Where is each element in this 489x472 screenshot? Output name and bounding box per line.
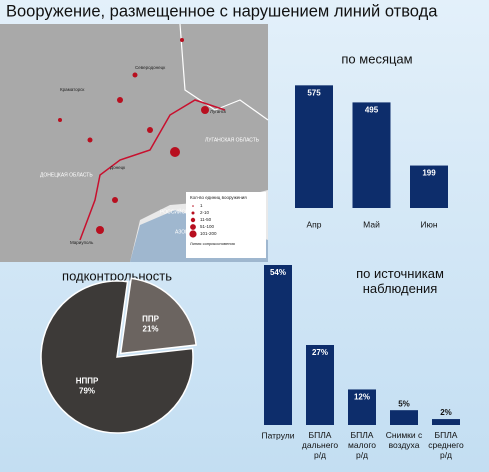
legend-dot <box>190 224 196 230</box>
dot <box>170 147 180 157</box>
legend-dot <box>191 211 195 215</box>
region-label: РОССИЙСКАЯ ФЕДЕРАЦИЯ <box>160 207 228 215</box>
value-label: 54% <box>270 268 286 277</box>
dot <box>58 118 62 122</box>
value-label: 199 <box>422 169 436 178</box>
slice-value: 79% <box>79 386 95 395</box>
dot <box>112 197 118 203</box>
bar <box>264 265 292 425</box>
map <box>0 23 269 262</box>
bar <box>432 419 460 425</box>
x-tick-label: БПЛА дальнего р/д <box>302 430 338 460</box>
region-label: ЛУГАНСКАЯ ОБЛАСТЬ <box>205 137 260 143</box>
x-tick-label: Снимки с воздуха <box>386 430 423 450</box>
bar <box>390 410 418 425</box>
bar <box>348 389 376 425</box>
legend-title: Кол-во единиц вооружения <box>190 195 247 200</box>
legend-line: Линия соприкосновения <box>190 241 235 246</box>
dot <box>147 127 153 133</box>
dot <box>96 226 104 234</box>
bar <box>295 85 333 208</box>
x-tick-label: БПЛА среднего р/д <box>428 430 464 460</box>
legend-dot <box>189 230 197 238</box>
legend-item: 1 <box>200 203 203 208</box>
chart-title: подконтрольность <box>62 268 172 283</box>
pie-slice <box>40 280 194 434</box>
city-label: Краматорск <box>60 87 84 92</box>
chart-title: по источникам наблюдения <box>356 266 444 296</box>
dot <box>117 97 123 103</box>
legend-item: 51-100 <box>200 224 215 229</box>
region-label: АЗОВСКОЕ МОРЕ <box>175 229 219 235</box>
region-label: ДОНЕЦКАЯ ОБЛАСТЬ <box>40 172 93 178</box>
chart-title: по месяцам <box>341 51 412 66</box>
map-legend <box>186 192 266 258</box>
x-tick-label: Май <box>363 219 380 229</box>
pie-slice <box>119 277 197 355</box>
x-tick-label: БПЛА малого р/д <box>348 430 376 460</box>
legend-item: 2-10 <box>200 210 210 215</box>
x-tick-label: Июн <box>420 219 437 229</box>
dot <box>180 38 184 42</box>
slice-label: ППР <box>142 314 160 323</box>
value-label: 2% <box>440 408 452 417</box>
bar <box>306 345 334 425</box>
slice-value: 21% <box>143 324 159 333</box>
x-tick-label: Патрули <box>262 430 295 440</box>
title: Вооружение, размещенное с нарушением лин… <box>6 2 438 20</box>
dot <box>87 137 93 143</box>
city-label: Донецк <box>110 165 125 170</box>
bar <box>410 165 448 208</box>
x-tick-label: Апр <box>307 219 322 229</box>
value-label: 495 <box>365 106 379 115</box>
border <box>179 23 269 121</box>
city-label: Северодонецк <box>135 65 165 70</box>
city-label: Мариуполь <box>70 240 94 245</box>
value-label: 27% <box>312 348 328 357</box>
value-label: 575 <box>307 88 321 97</box>
value-label: 12% <box>354 393 370 402</box>
dot <box>132 72 138 78</box>
dot <box>201 106 209 114</box>
legend-item: 11-50 <box>200 217 212 222</box>
legend-dot <box>190 217 196 223</box>
legend-dot <box>192 205 194 207</box>
legend-item: 101-200 <box>200 231 217 236</box>
slice-label: НППР <box>76 376 99 385</box>
city-label: Луганск <box>210 109 226 114</box>
value-label: 5% <box>398 399 410 408</box>
contact-line <box>79 99 226 241</box>
map-region <box>0 24 268 262</box>
bar <box>352 102 391 208</box>
